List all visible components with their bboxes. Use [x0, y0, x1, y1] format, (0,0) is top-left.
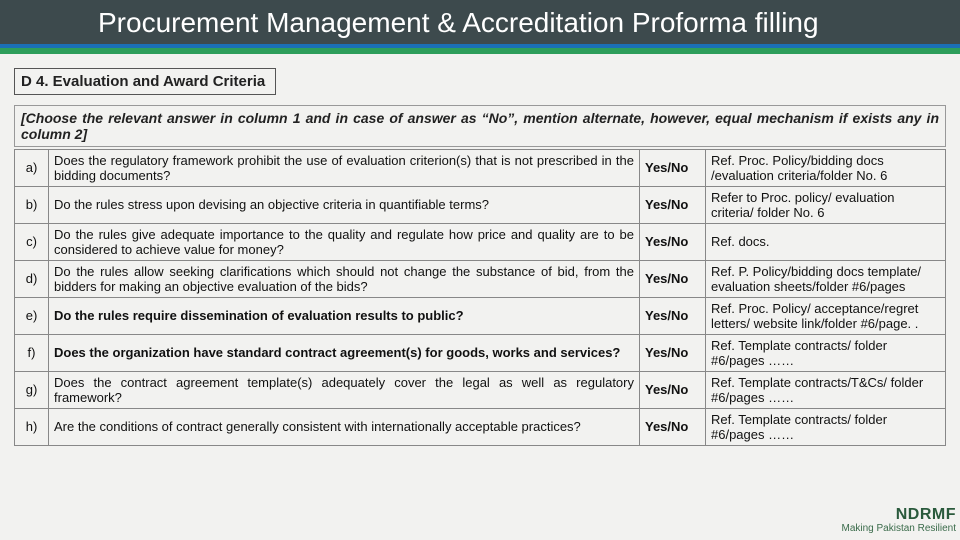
table-row: f)Does the organization have standard co…: [15, 334, 946, 371]
org-logo: NDRMF Making Pakistan Resilient: [842, 507, 957, 534]
table-row: g)Does the contract agreement template(s…: [15, 371, 946, 408]
row-id: f): [15, 334, 49, 371]
table-row: c)Do the rules give adequate importance …: [15, 223, 946, 260]
row-yesno: Yes/No: [640, 371, 706, 408]
row-reference: Ref. Proc. Policy/ acceptance/regret let…: [706, 297, 946, 334]
row-question: Does the organization have standard cont…: [49, 334, 640, 371]
section-heading: D 4. Evaluation and Award Criteria: [14, 68, 276, 95]
table-row: d)Do the rules allow seeking clarificati…: [15, 260, 946, 297]
row-reference: Ref. Proc. Policy/bidding docs /evaluati…: [706, 149, 946, 186]
row-question: Does the contract agreement template(s) …: [49, 371, 640, 408]
logo-tagline: Making Pakistan Resilient: [842, 523, 957, 534]
row-reference: Ref. Template contracts/T&Cs/ folder #6/…: [706, 371, 946, 408]
table-row: e)Do the rules require dissemination of …: [15, 297, 946, 334]
row-question: Do the rules give adequate importance to…: [49, 223, 640, 260]
criteria-table: a)Does the regulatory framework prohibit…: [14, 149, 946, 446]
row-id: b): [15, 186, 49, 223]
row-question: Do the rules require dissemination of ev…: [49, 297, 640, 334]
row-id: c): [15, 223, 49, 260]
row-reference: Ref. docs.: [706, 223, 946, 260]
row-yesno: Yes/No: [640, 186, 706, 223]
content-area: D 4. Evaluation and Award Criteria [Choo…: [0, 54, 960, 446]
row-id: d): [15, 260, 49, 297]
instruction-text: [Choose the relevant answer in column 1 …: [14, 105, 946, 147]
row-id: g): [15, 371, 49, 408]
table-row: a)Does the regulatory framework prohibit…: [15, 149, 946, 186]
row-id: a): [15, 149, 49, 186]
table-row: b)Do the rules stress upon devising an o…: [15, 186, 946, 223]
row-yesno: Yes/No: [640, 149, 706, 186]
row-question: Do the rules stress upon devising an obj…: [49, 186, 640, 223]
row-question: Does the regulatory framework prohibit t…: [49, 149, 640, 186]
row-yesno: Yes/No: [640, 408, 706, 445]
title-header: Procurement Management & Accreditation P…: [0, 0, 960, 48]
row-question: Do the rules allow seeking clarification…: [49, 260, 640, 297]
row-reference: Ref. Template contracts/ folder #6/pages…: [706, 408, 946, 445]
row-reference: Refer to Proc. policy/ evaluation criter…: [706, 186, 946, 223]
row-id: e): [15, 297, 49, 334]
logo-text: NDRMF: [896, 506, 956, 523]
table-row: h)Are the conditions of contract general…: [15, 408, 946, 445]
row-yesno: Yes/No: [640, 297, 706, 334]
row-yesno: Yes/No: [640, 223, 706, 260]
row-yesno: Yes/No: [640, 260, 706, 297]
row-reference: Ref. P. Policy/bidding docs template/ ev…: [706, 260, 946, 297]
row-question: Are the conditions of contract generally…: [49, 408, 640, 445]
row-yesno: Yes/No: [640, 334, 706, 371]
row-reference: Ref. Template contracts/ folder #6/pages…: [706, 334, 946, 371]
row-id: h): [15, 408, 49, 445]
page-title: Procurement Management & Accreditation P…: [98, 6, 960, 40]
